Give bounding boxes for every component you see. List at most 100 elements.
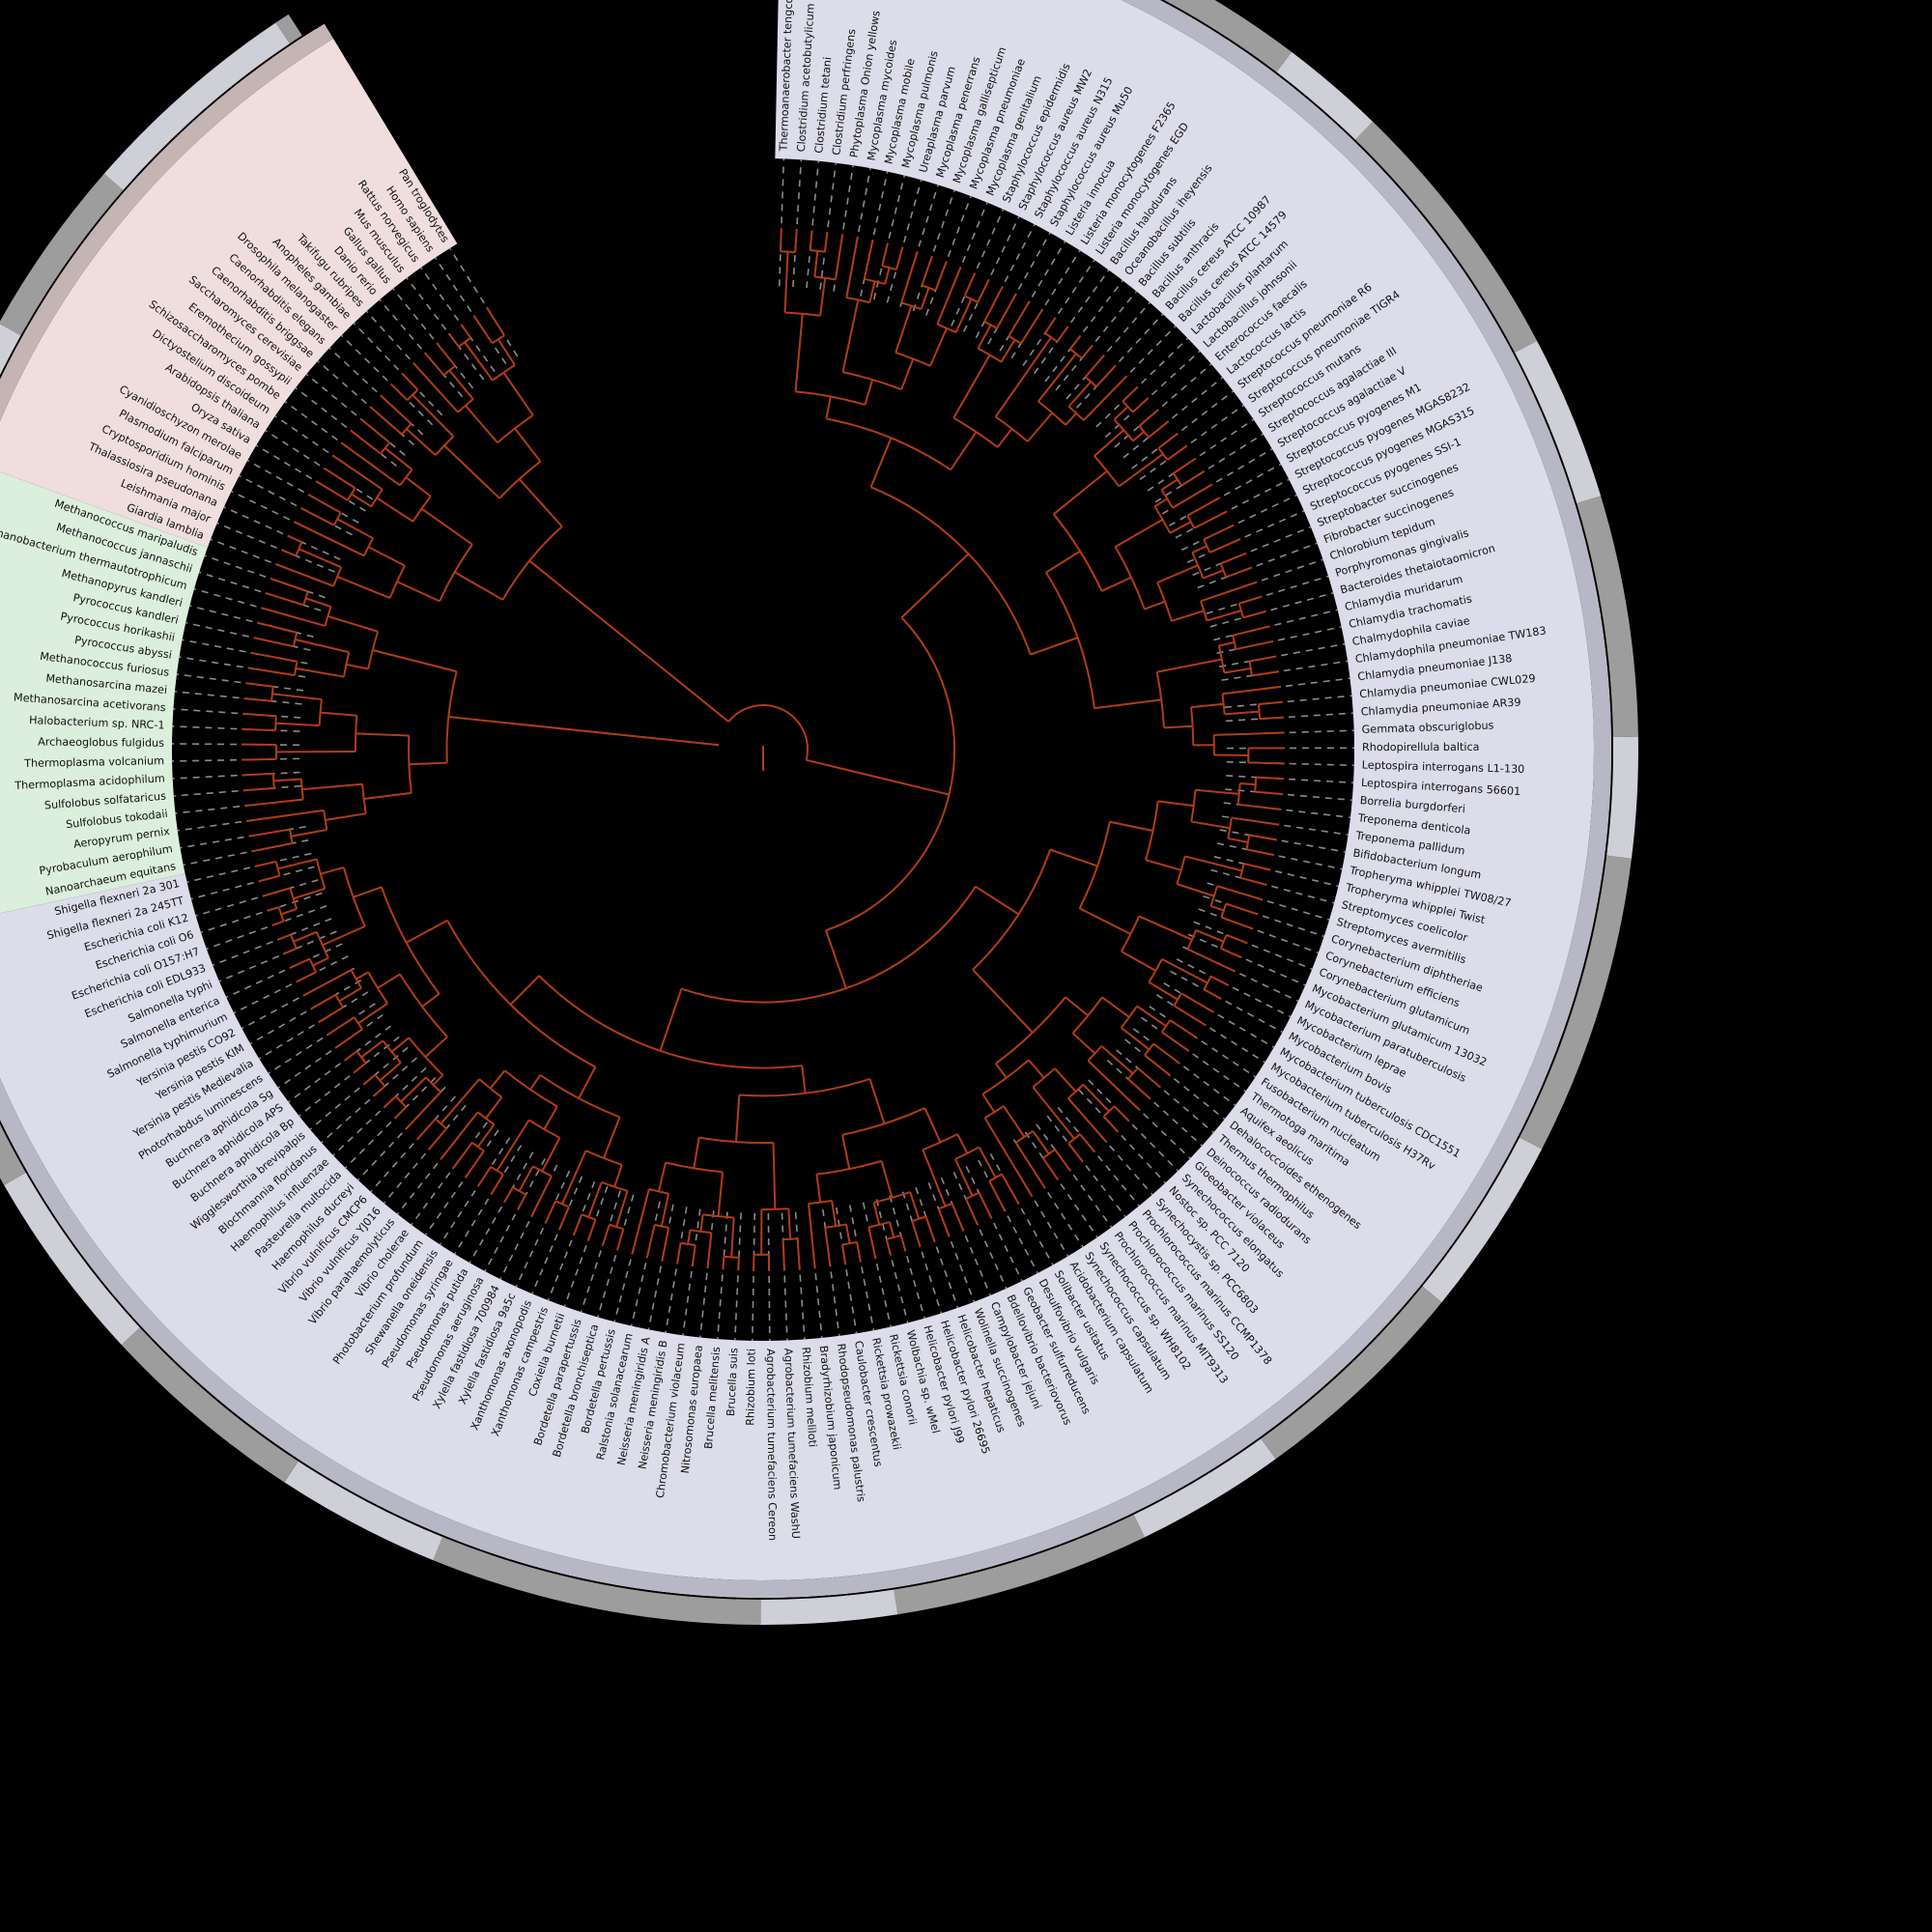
leader-line	[1149, 1006, 1257, 1078]
tree-branch	[518, 1165, 534, 1192]
leader-line	[515, 1170, 571, 1288]
leader-line	[1213, 609, 1338, 641]
tree-branch	[840, 1244, 847, 1265]
tree-branch	[1231, 816, 1280, 826]
tree-branch	[242, 727, 276, 732]
tree-branch	[299, 506, 335, 526]
tree-branch	[1255, 790, 1284, 796]
leader-line	[177, 811, 304, 832]
tree-branch	[412, 361, 459, 413]
tree-branch	[302, 969, 353, 997]
tree-branch	[451, 1142, 473, 1170]
tree-branch	[783, 251, 789, 313]
tree-branch	[1163, 724, 1193, 729]
tree-branch	[1156, 564, 1199, 583]
tree-branch	[1132, 397, 1150, 413]
tree-arc	[1067, 1133, 1081, 1145]
leader-line	[862, 1202, 892, 1327]
tree-branch	[1101, 576, 1132, 592]
tree-branch	[254, 860, 277, 867]
tree-branch	[334, 1028, 363, 1049]
leader-line	[1147, 418, 1255, 492]
ring-segment-dark	[1519, 855, 1632, 1150]
tree-branch	[954, 1158, 974, 1197]
leaf-label: Gemmata obscuriglobus	[1361, 720, 1493, 736]
leader-line	[924, 195, 972, 316]
tree-branch	[996, 428, 1013, 448]
tree-arc	[1176, 856, 1186, 885]
leader-line	[218, 930, 337, 982]
tree-arc	[362, 537, 374, 556]
tree-branch	[336, 575, 390, 599]
tree-branch	[872, 1202, 881, 1226]
leader-line	[1036, 1123, 1113, 1228]
tree-branch	[994, 336, 1052, 417]
tree-branch	[405, 476, 432, 497]
tree-arc	[399, 469, 413, 487]
tree-branch	[529, 1074, 542, 1091]
tree-branch	[899, 1235, 907, 1252]
tree-branch	[1224, 667, 1251, 674]
ring-segment-light	[1422, 1137, 1543, 1303]
tree-branch	[497, 338, 516, 366]
tree-branch	[405, 1091, 441, 1130]
tree-branch	[338, 986, 362, 1003]
tree-branch	[995, 1063, 1008, 1079]
tree-branch	[909, 1191, 921, 1220]
tree-branch	[1200, 581, 1258, 603]
tree-arc	[1087, 1045, 1103, 1062]
leader-line	[836, 1207, 858, 1334]
leader-line	[915, 1186, 959, 1309]
leader-line	[1075, 313, 1164, 409]
leader-line	[1086, 325, 1177, 418]
tree-branch	[934, 261, 948, 291]
tree-branch	[1203, 569, 1224, 580]
tree-branch	[1225, 566, 1253, 579]
tree-branch	[1184, 855, 1243, 872]
tree-branch	[1094, 429, 1124, 457]
tree-branch	[1203, 988, 1222, 1000]
tree-branch	[845, 1224, 851, 1244]
tree-branch	[1172, 483, 1213, 509]
tree-arc	[316, 931, 329, 959]
leader-line	[808, 1210, 823, 1339]
leader-line	[1226, 712, 1353, 723]
tree-branch	[509, 975, 540, 1006]
tree-arc	[841, 1240, 858, 1246]
tree-branch	[447, 332, 460, 348]
tree-branch	[1220, 947, 1242, 959]
tree-arc	[814, 275, 837, 281]
tree-branch	[1207, 610, 1242, 622]
leader-line	[1163, 982, 1275, 1048]
tree-branch	[1191, 545, 1208, 554]
leader-line	[1141, 1016, 1246, 1093]
tree-branch	[824, 1227, 832, 1267]
tree-branch	[1180, 469, 1206, 487]
tree-branch	[841, 1134, 851, 1170]
tree-branch	[1249, 655, 1277, 663]
tree-arc	[394, 1095, 408, 1108]
tree-arc	[810, 248, 826, 253]
tree-branch	[282, 947, 298, 955]
leader-line	[1095, 337, 1189, 428]
leader-line	[1213, 856, 1339, 888]
leader-line	[1206, 575, 1329, 614]
leader-line	[1221, 815, 1349, 836]
tree-branch	[956, 1133, 969, 1154]
tree-root-arc	[727, 704, 809, 761]
ring-segment-light	[1133, 1438, 1276, 1538]
tree-branch	[845, 236, 859, 298]
tree-arc	[1227, 817, 1233, 839]
tree-branch	[996, 293, 1017, 329]
tree-branch	[691, 1244, 696, 1267]
tree-branch	[921, 255, 933, 286]
tree-branch	[1079, 907, 1131, 935]
leader-line	[563, 1185, 609, 1307]
tree-branch	[1218, 640, 1236, 647]
leader-line	[778, 158, 785, 287]
tree-branch	[325, 812, 366, 821]
tree-branch	[856, 1241, 862, 1263]
tree-branch	[340, 441, 401, 487]
tree-arc	[681, 886, 977, 1004]
leader-line	[1221, 660, 1349, 681]
